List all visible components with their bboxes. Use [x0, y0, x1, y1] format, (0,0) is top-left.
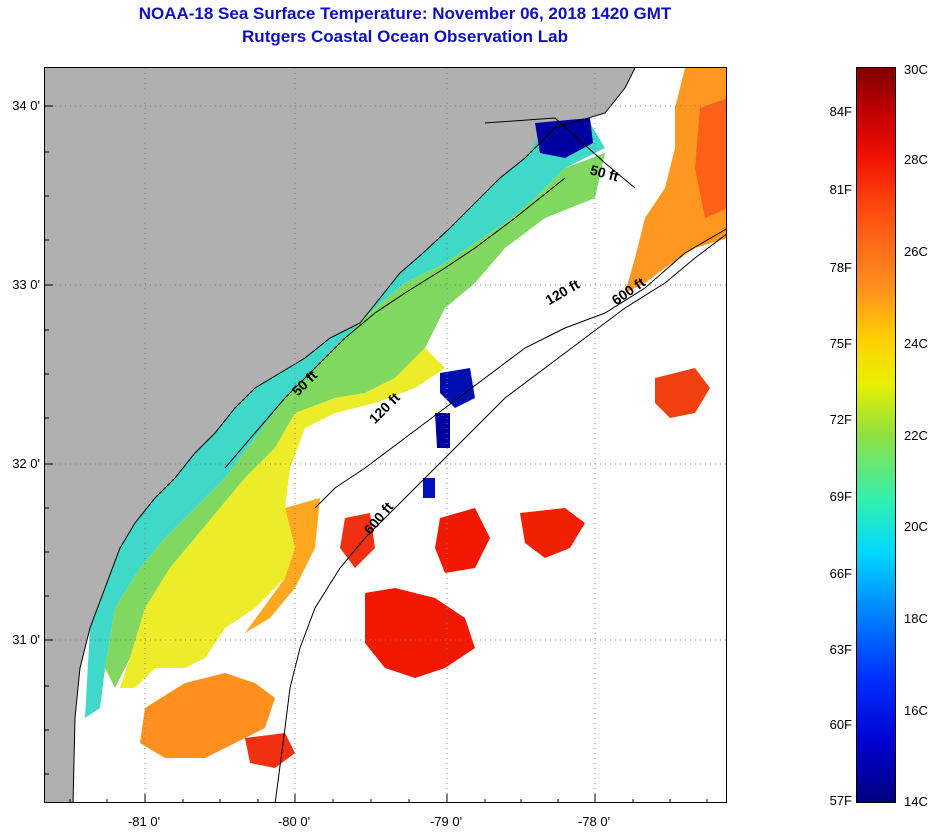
sst-map	[44, 67, 727, 803]
sst-cold-patch-3	[435, 413, 450, 448]
sst-hot-patch-3	[520, 508, 585, 558]
chart-title: NOAA-18 Sea Surface Temperature: Novembe…	[138, 4, 672, 23]
sst-orange-southwest	[140, 673, 275, 758]
contour-120ft-line	[314, 228, 726, 509]
colorbar-f-66: 66F	[829, 566, 852, 581]
map-ticks	[45, 105, 708, 802]
colorbar-c-26: 26C	[904, 244, 928, 259]
colorbar-c-24: 24C	[904, 336, 928, 351]
sst-cold-patch-2	[440, 368, 475, 408]
sst-orange-south	[245, 498, 320, 633]
sst-cold-patch-4	[423, 478, 435, 498]
colorbar-c-28: 28C	[904, 152, 928, 167]
colorbar-f-63: 63F	[829, 642, 852, 657]
sst-hot-patch-4	[655, 368, 710, 418]
colorbar-f-57: 57F	[829, 793, 852, 808]
lat-label-33: 33 0'	[12, 277, 40, 292]
lat-label-34: 34 0'	[12, 98, 40, 113]
temperature-colorbar	[856, 67, 896, 803]
lon-label-80: -80 0'	[277, 814, 311, 829]
sst-map-canvas	[45, 68, 726, 802]
coastline	[72, 68, 636, 802]
colorbar-f-60: 60F	[829, 717, 852, 732]
sst-warm-yellow	[120, 348, 445, 688]
sst-red-southwest	[245, 733, 295, 768]
lon-label-78: -78 0'	[577, 814, 611, 829]
sst-hot-patch-5	[340, 513, 375, 568]
sst-mild-band	[105, 153, 605, 688]
colorbar-c-22: 22C	[904, 428, 928, 443]
colorbar-c-20: 20C	[904, 519, 928, 534]
colorbar-f-81: 81F	[829, 182, 852, 197]
colorbar-c-16: 16C	[904, 703, 928, 718]
lon-label-79: -79 0'	[429, 814, 463, 829]
sst-hot-patch-2	[435, 508, 490, 573]
colorbar-c-14: 14C	[904, 794, 928, 809]
colorbar-f-78: 78F	[829, 260, 852, 275]
contour-50ft-line	[224, 117, 636, 469]
sst-hot-patch-1	[365, 588, 475, 678]
sst-cold-patch-1	[535, 118, 593, 158]
land-area	[45, 68, 635, 802]
colorbar-f-69: 69F	[829, 489, 852, 504]
lat-label-31: 31 0'	[12, 632, 40, 647]
colorbar-c-30: 30C	[904, 62, 928, 77]
contour-600ft-line	[274, 233, 726, 802]
chart-subtitle: Rutgers Coastal Ocean Observation Lab	[242, 27, 568, 46]
colorbar-f-84: 84F	[829, 104, 852, 119]
sst-gulfstream-ne-hot	[695, 98, 726, 218]
colorbar-f-75: 75F	[829, 336, 852, 351]
lon-label-81: -81 0'	[127, 814, 161, 829]
colorbar-c-18: 18C	[904, 611, 928, 626]
colorbar-f-72: 72F	[829, 412, 852, 427]
lat-label-32: 32 0'	[12, 456, 40, 471]
